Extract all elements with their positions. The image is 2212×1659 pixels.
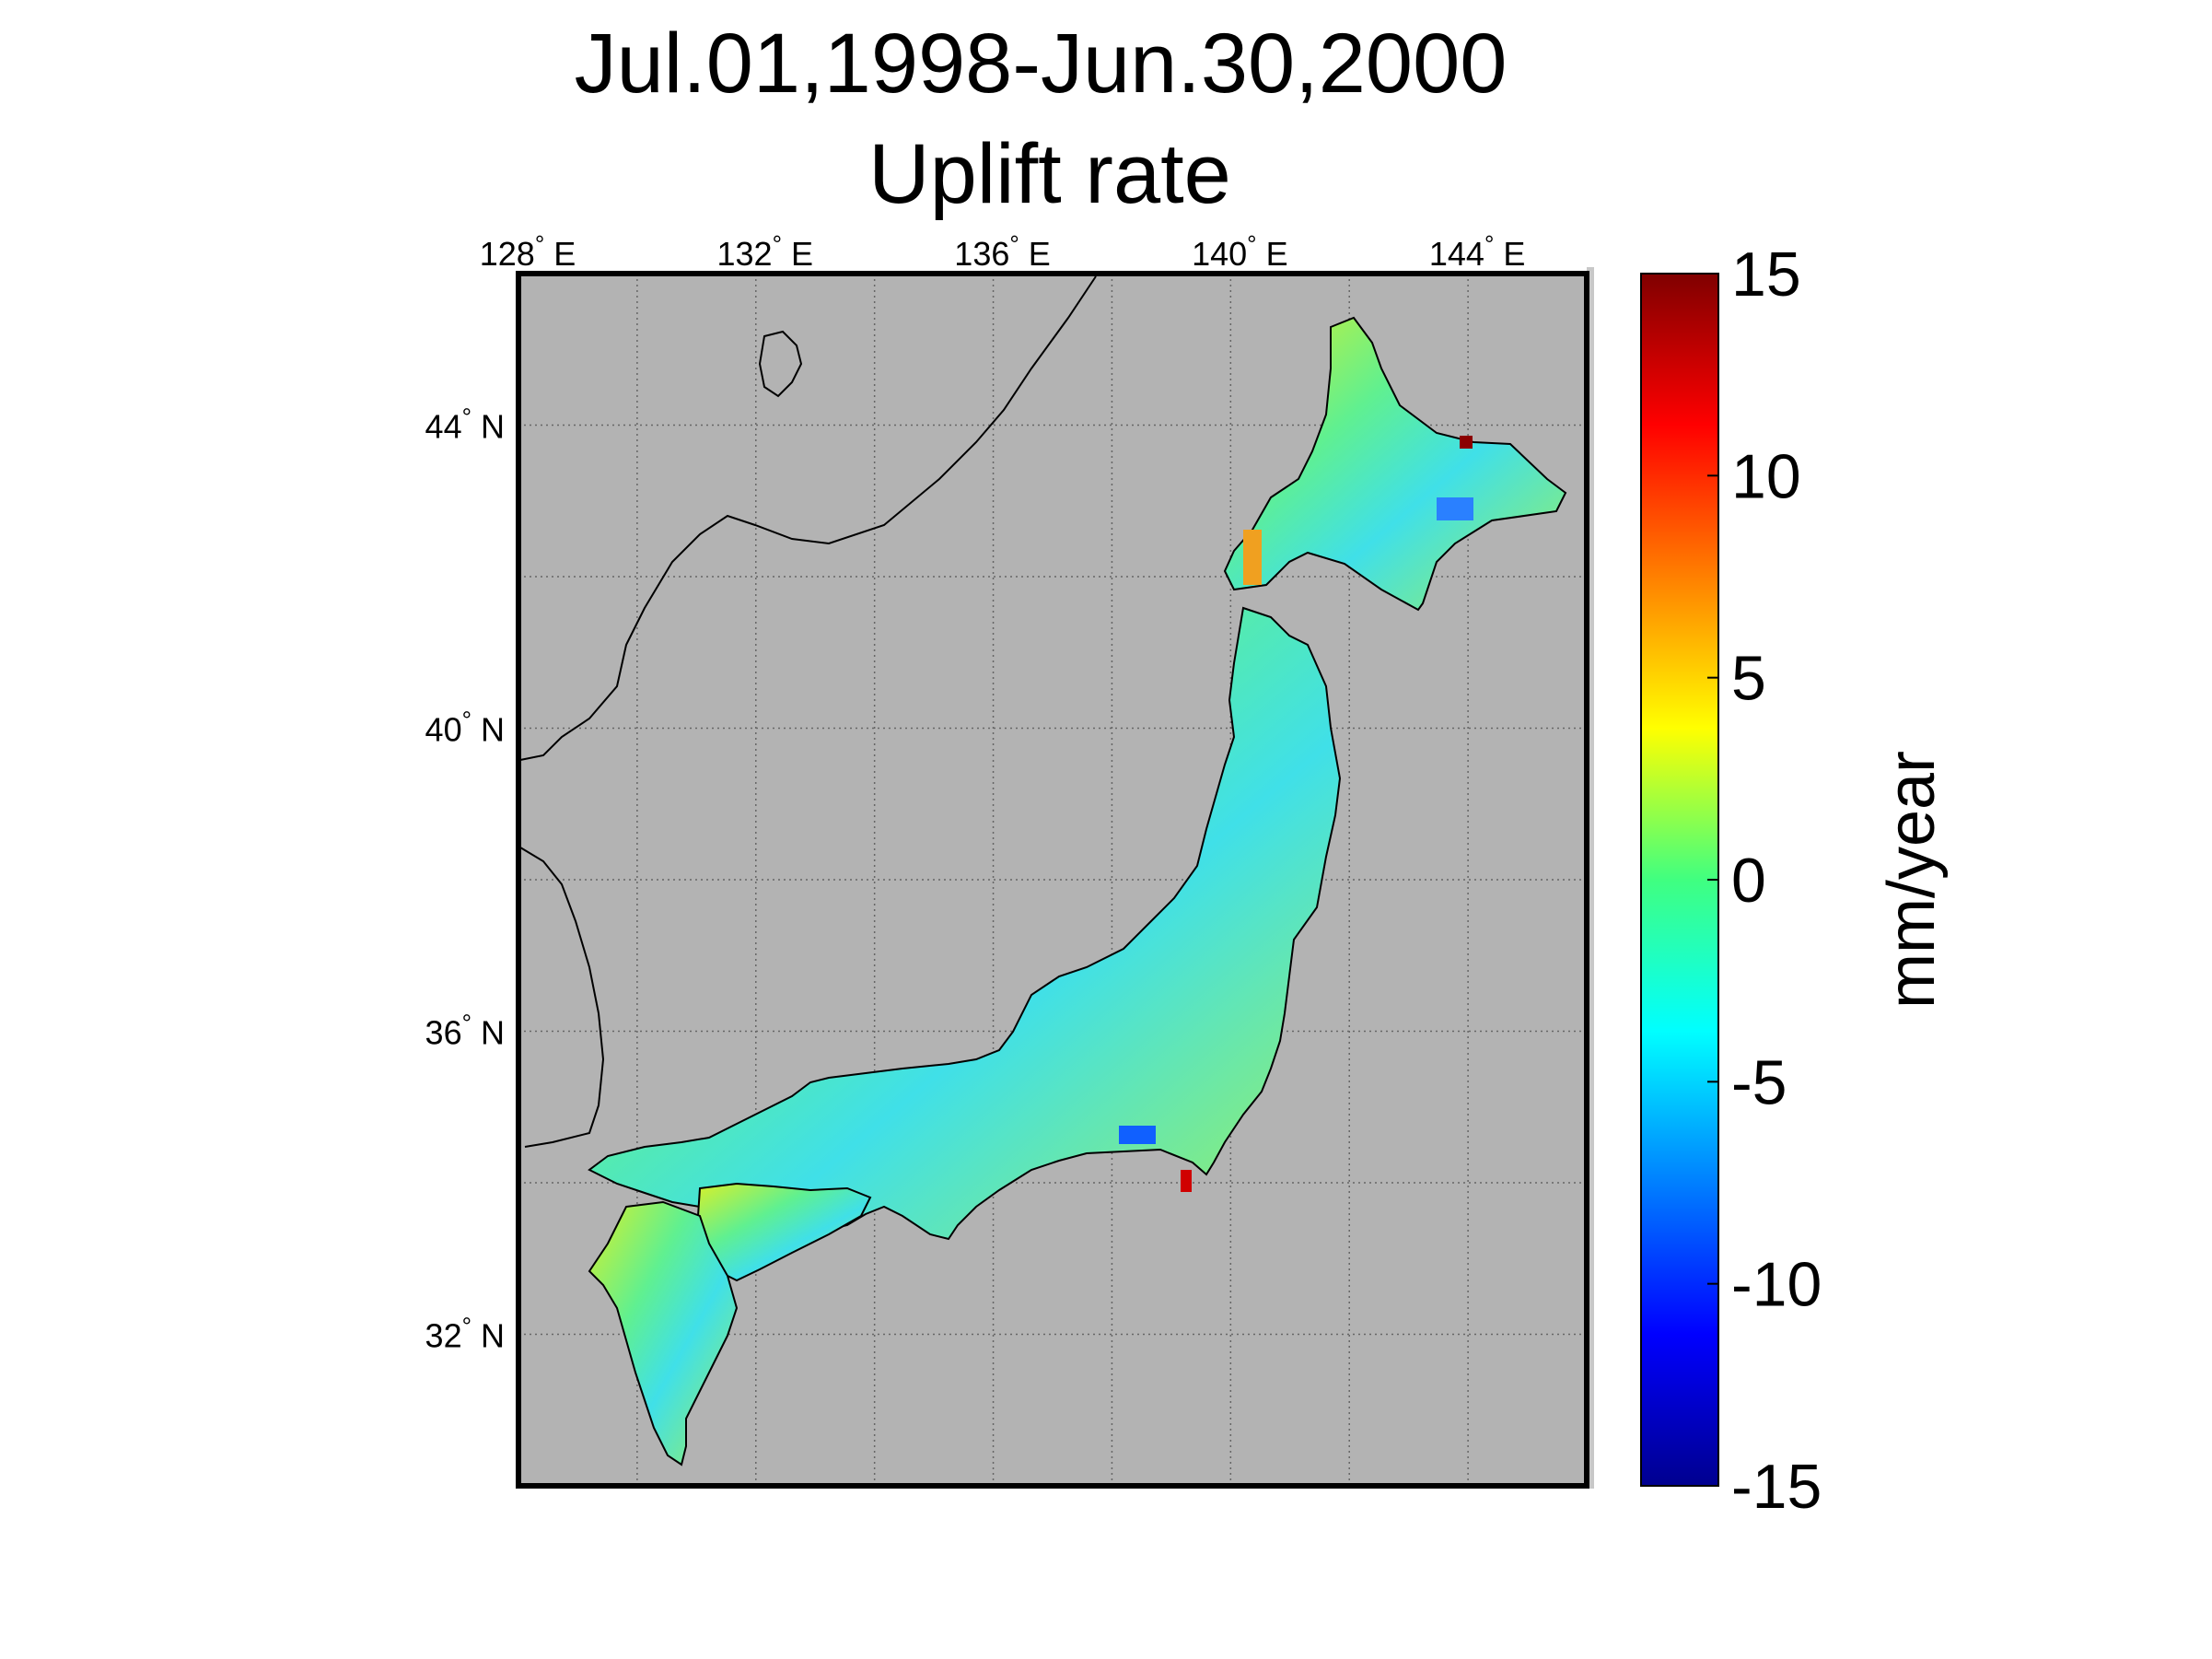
latitude-tick-labels: 44° N 40° N 36° N 32° N <box>425 403 505 1355</box>
hokkaido-island <box>1223 316 1567 612</box>
subsidence-patch-hokkaido <box>1437 497 1473 520</box>
longitude-tick-labels: 128° E 132° E 136° E 140° E 144° E <box>480 230 1526 273</box>
map-title: Jul.01,1998-Jun.30,2000 <box>575 17 1508 111</box>
mainland-coastline <box>519 275 1097 761</box>
uplift-patch-west-hokkaido <box>1243 530 1262 585</box>
colorbar: 15 10 5 0 -5 -10 -15 mm/year <box>1640 240 1949 1522</box>
subsidence-patch <box>1119 1126 1156 1144</box>
hotspot-hokkaido-east <box>1460 436 1473 449</box>
colorbar-tick-label: -5 <box>1731 1047 1787 1117</box>
hotspot-izu <box>1181 1170 1192 1192</box>
colorbar-tick-label: -15 <box>1731 1452 1822 1522</box>
kyushu-island <box>588 1200 739 1466</box>
colorbar-gradient <box>1640 273 1719 1487</box>
map-panel: 128° E 132° E 136° E 140° E 144° E 44° N 40° … <box>425 230 1594 1489</box>
japan-landmass <box>519 275 1567 1466</box>
lat-tick-label: 32° N <box>425 1313 505 1355</box>
sakhalin-island-outline <box>758 330 803 398</box>
colorbar-tick-label: 10 <box>1731 441 1801 511</box>
colorbar-tick-label: 15 <box>1731 240 1801 310</box>
lat-tick-label: 40° N <box>425 707 505 749</box>
lat-tick-label: 44° N <box>425 403 505 446</box>
colorbar-unit-label: mm/year <box>1875 751 1949 1009</box>
colorbar-tick-label: 5 <box>1731 644 1766 714</box>
colorbar-ticks: 15 10 5 0 -5 -10 -15 <box>1707 240 1822 1522</box>
map-frame <box>516 271 1589 1489</box>
lon-tick-label: 128° E <box>480 230 576 273</box>
lon-tick-label: 132° E <box>717 230 814 273</box>
korea-coastline <box>519 847 605 1148</box>
lon-tick-label: 136° E <box>954 230 1051 273</box>
map-subtitle: Uplift rate <box>868 127 1231 221</box>
lon-tick-label: 144° E <box>1429 230 1526 273</box>
colorbar-tick-label: 0 <box>1731 846 1766 916</box>
colorbar-tick-label: -10 <box>1731 1250 1822 1320</box>
lon-tick-label: 140° E <box>1192 230 1288 273</box>
map-shadow-edge <box>1587 267 1594 1489</box>
lat-tick-label: 36° N <box>425 1010 505 1052</box>
